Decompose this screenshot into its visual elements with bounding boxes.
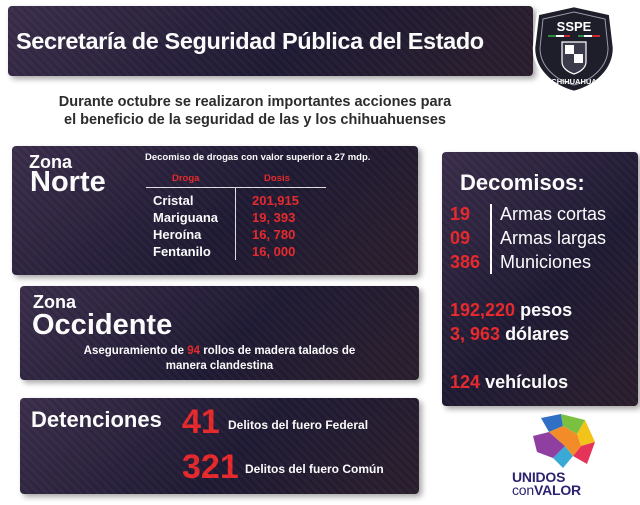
caption-text: Aseguramiento de [83,345,188,357]
logo-text-valor: VALOR [533,482,581,498]
decomisos-panel: Decomisos: 19 Armas cortas 09 Armas larg… [442,152,638,406]
dose-column-header: Dosis [264,173,290,184]
table-divider [146,187,326,188]
page-title: Secretaría de Seguridad Pública del Esta… [16,28,484,54]
timber-count: 94 [187,345,200,357]
drug-column-header: Droga [172,173,200,184]
seizure-label: Armas largas [500,228,607,248]
money-amount: 192,220 [450,300,516,320]
money-amount: 3, 963 [450,324,501,344]
zona-name: Norte [30,166,106,198]
vehicles-seized: 124 vehículos [450,372,568,393]
unidos-con-valor-logo [533,414,595,468]
caption-text: rollos de madera talados de [200,345,356,357]
common-arrests-count: 321 [182,448,239,486]
zona-label: Zona [33,292,76,312]
seizure-label: Municiones [500,252,592,272]
vehicles-label: vehículos [485,372,569,392]
common-arrests-label: Delitos del fuero Común [245,462,384,476]
logo-sspe-text: SSPE [557,19,592,34]
zona-label: Zona [29,152,72,172]
logo-text-con: con [512,482,534,498]
zona-occidente-panel: Zona Occidente Aseguramiento de 94 rollo… [20,286,419,380]
drug-dose: 16, 000 [252,244,296,259]
header-banner: Secretaría de Seguridad Pública del Esta… [8,6,533,76]
intro-line-1: Durante octubre se realizaron importante… [58,94,452,110]
timber-seizure-caption: Aseguramiento de 94 rollos de madera tal… [20,344,419,374]
logo-text-con-valor: conVALOR [512,482,581,498]
drug-name: Mariguana [153,210,219,225]
logo-chihuahua-text: CHIHUAHUA [551,77,597,86]
detenciones-title: Detenciones [31,407,162,432]
decomisos-title: Decomisos: [460,170,585,195]
drug-name: Cristal [153,193,194,208]
vehicles-count: 124 [450,372,481,392]
drug-name: Heroína [153,227,202,242]
drug-name: Fentanilo [153,244,211,259]
drug-dose: 19, 393 [252,210,296,225]
intro-line-2: el beneficio de la seguridad de las y lo… [64,112,446,128]
seizure-label: Armas cortas [500,204,607,224]
table-column-divider [235,188,236,260]
list-divider [490,204,492,274]
seizure-count: 19 [450,204,471,224]
money-label: dólares [505,324,570,344]
caption-text: manera clandestina [165,360,274,372]
seizure-count: 386 [450,252,481,272]
drug-dose: 16, 780 [252,227,296,242]
seizure-count: 09 [450,228,471,248]
money-dollars: 3, 963 dólares [450,324,569,345]
money-label: pesos [520,300,573,320]
federal-arrests-count: 41 [182,403,220,441]
drug-seizure-caption: Decomiso de drogas con valor superior a … [145,152,371,163]
intro-text: Durante octubre se realizaron importante… [0,93,510,129]
money-pesos: 192,220 pesos [450,300,572,321]
federal-arrests-label: Delitos del fuero Federal [228,418,369,432]
zona-norte-panel: Zona Norte Decomiso de drogas con valor … [12,146,418,275]
zona-name: Occidente [32,309,173,341]
detenciones-panel: Detenciones 41 Delitos del fuero Federal… [20,398,419,494]
sspe-shield-logo: SSPE CHIHUAHUA [532,4,616,94]
drug-dose: 201,915 [252,193,299,208]
logo-text-unidos: UNIDOS [512,469,566,485]
